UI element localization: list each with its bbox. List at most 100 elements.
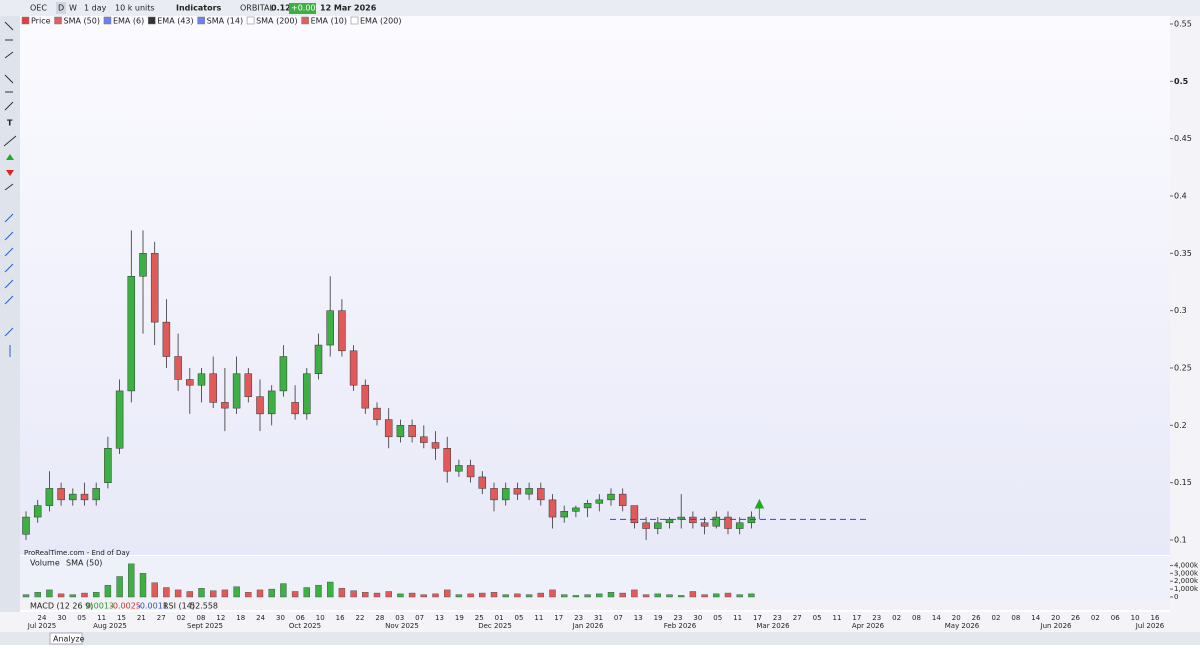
candle-body: [162, 321, 171, 357]
candle-body: [630, 505, 639, 524]
up-arrow-tool[interactable]: [6, 154, 14, 160]
volume-tick-label: 4,000k: [1174, 561, 1199, 569]
volume-bar: [69, 594, 77, 598]
volume-bar: [151, 582, 158, 598]
volume-bar: [455, 594, 463, 598]
date-label: 16: [1151, 614, 1160, 622]
volume-bar: [525, 594, 533, 598]
line-tool[interactable]: [3, 135, 17, 191]
volume-bar: [128, 563, 135, 598]
symbol[interactable]: OEC: [30, 4, 47, 13]
rsi-label: RSI (14): [163, 602, 195, 611]
legend-entry: EMA (43): [157, 17, 193, 26]
period-button[interactable]: D: [58, 4, 64, 13]
date-label: 19: [455, 614, 464, 622]
text-tool[interactable]: T: [7, 119, 13, 128]
candle-body: [80, 493, 89, 501]
date-label: 20: [1051, 614, 1060, 622]
date-label: 02: [992, 614, 1001, 622]
analyze-button-bg[interactable]: [49, 632, 83, 645]
tool-icons[interactable]: [4, 21, 14, 111]
volume-bar: [174, 589, 182, 598]
date-label: 02: [177, 614, 186, 622]
volume-bar: [245, 592, 252, 598]
legend-entry: EMA (200): [360, 17, 401, 26]
candle-body: [314, 344, 323, 374]
volume-bar: [666, 594, 673, 598]
date-label: 26: [972, 614, 981, 622]
volume-bar: [736, 594, 743, 598]
candle-body: [349, 350, 358, 386]
volume-tick-label: 0: [1174, 593, 1178, 601]
candle-body: [689, 516, 697, 524]
date-label: 23: [574, 614, 583, 622]
candle-body: [712, 516, 721, 527]
candle-body: [478, 476, 487, 489]
volume-bar: [327, 581, 334, 598]
legend-swatch: [103, 16, 112, 25]
date-label: 08: [1011, 614, 1020, 622]
analyze-button[interactable]: Analyze: [53, 635, 85, 644]
macd-value: -0.0011: [137, 602, 168, 611]
candle-body: [420, 436, 428, 443]
month-label: Oct 2025: [289, 622, 321, 630]
date-label: 07: [614, 614, 623, 622]
date-label: 28: [375, 614, 384, 622]
volume-bar: [444, 589, 451, 598]
candle-body: [537, 488, 545, 501]
units-select[interactable]: 10 k units: [115, 4, 155, 13]
candle-body: [455, 465, 463, 472]
candle-body: [654, 522, 662, 529]
candle-body: [747, 516, 756, 524]
month-label: Jun 2026: [1040, 622, 1073, 630]
legend-entry: EMA (6): [113, 17, 144, 26]
candle-body: [267, 390, 276, 415]
interval-select[interactable]: 1 day: [84, 4, 107, 13]
volume-bar: [549, 589, 556, 598]
last-price: 0.120: [271, 4, 297, 13]
y-tick-label: 0.15: [1174, 478, 1192, 487]
candle-body: [127, 276, 136, 392]
volume-bar: [22, 594, 30, 598]
period-button[interactable]: W: [69, 4, 77, 13]
candle-body: [396, 425, 405, 438]
date-label: 17: [554, 614, 563, 622]
volume-bar: [198, 588, 205, 598]
date-label: 15: [117, 614, 126, 622]
down-arrow-tool[interactable]: [6, 170, 14, 176]
month-label: Jul 2026: [1135, 622, 1165, 630]
date-label: 11: [733, 614, 742, 622]
volume-bar: [607, 592, 615, 598]
y-tick-label: 0.3: [1174, 306, 1187, 315]
volume-bar: [221, 589, 229, 598]
volume-bar: [502, 594, 509, 598]
drawing-tools[interactable]: [4, 213, 14, 357]
volume-bar: [654, 593, 661, 598]
sidebar-tools[interactable]: T: [3, 21, 17, 357]
volume-bar: [642, 594, 650, 598]
candle-body: [560, 511, 568, 518]
volume-bar: [479, 592, 486, 598]
date-label: 13: [435, 614, 444, 622]
date-label: 17: [753, 614, 762, 622]
volume-bar: [689, 591, 697, 598]
month-label: May 2026: [945, 622, 980, 630]
volume-bar: [713, 593, 720, 598]
candle-body: [618, 493, 627, 506]
date-label: 13: [634, 614, 643, 622]
volume-bar: [315, 584, 322, 598]
y-tick-label: 0.45: [1174, 134, 1192, 143]
date-label: 12: [216, 614, 225, 622]
candle-body: [548, 499, 557, 518]
date-label: 26: [1071, 614, 1080, 622]
legend-swatch: [301, 16, 309, 25]
date-label: 06: [296, 614, 305, 622]
volume-bar: [490, 592, 498, 598]
price-panel: [20, 16, 1170, 555]
date-axis: [0, 612, 1200, 632]
y-tick-label: 0.55: [1174, 20, 1192, 29]
candle-body: [22, 516, 30, 535]
y-tick-label: 0.1: [1174, 536, 1187, 545]
button-bg[interactable]: [56, 2, 66, 14]
indicators-button[interactable]: Indicators: [176, 4, 222, 13]
